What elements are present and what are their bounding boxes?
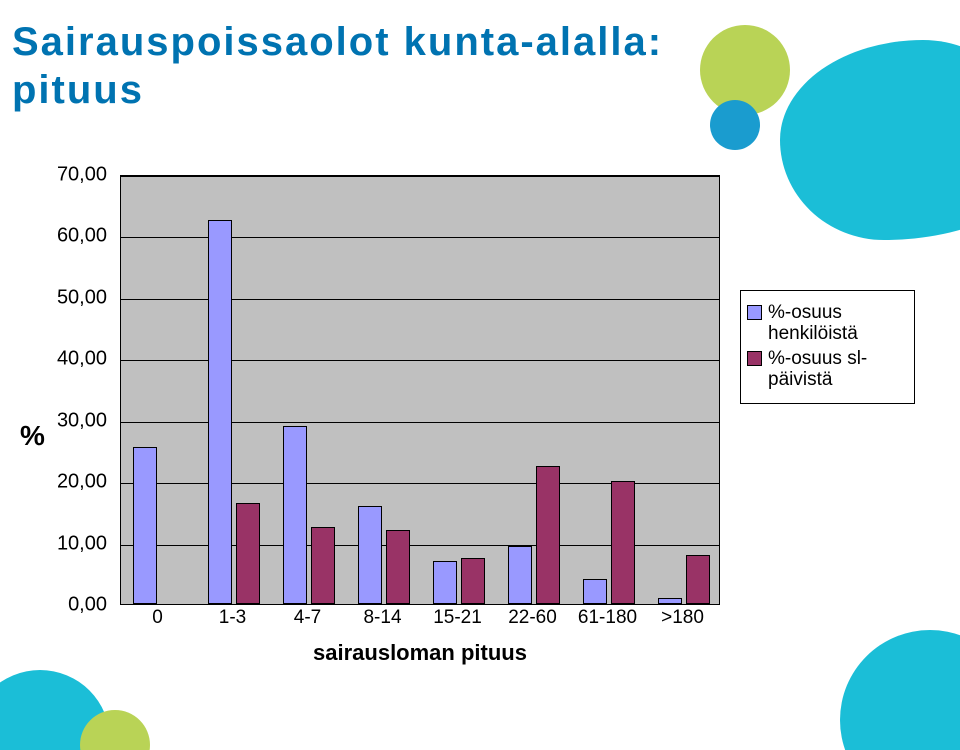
page: Sairauspoissaolot kunta-alalla: pituus %… bbox=[0, 0, 960, 750]
bar bbox=[508, 546, 532, 604]
y-tick-label: 40,00 bbox=[57, 348, 107, 371]
x-tick-label: 4-7 bbox=[294, 607, 321, 629]
legend-label: %-osuus sl-päivistä bbox=[768, 349, 908, 391]
bar bbox=[386, 530, 410, 604]
bar bbox=[658, 598, 682, 604]
decor-circle-bottom-left-green bbox=[80, 710, 150, 750]
page-title-line1: Sairauspoissaolot kunta-alalla: bbox=[12, 20, 663, 64]
bar bbox=[283, 426, 307, 604]
bar bbox=[358, 506, 382, 604]
x-tick-label: 61-180 bbox=[578, 607, 637, 629]
x-tick-label: 22-60 bbox=[508, 607, 557, 629]
bar bbox=[611, 481, 635, 604]
y-tick-label: 30,00 bbox=[57, 409, 107, 432]
x-tick-label: 1-3 bbox=[219, 607, 246, 629]
x-axis-ticks: 0 1-3 4-7 8-14 15-21 22-60 61-180 >180 bbox=[120, 607, 720, 637]
x-tick-label: 0 bbox=[152, 607, 163, 629]
page-title-line2: pituus bbox=[12, 68, 144, 112]
legend-item: %-osuus henkilöistä bbox=[747, 303, 908, 345]
page-title: Sairauspoissaolot kunta-alalla: pituus bbox=[12, 18, 663, 114]
y-tick-label: 60,00 bbox=[57, 225, 107, 248]
bar bbox=[208, 220, 232, 604]
x-tick-label: >180 bbox=[661, 607, 704, 629]
decor-circle-bottom-left bbox=[0, 670, 110, 750]
legend: %-osuus henkilöistä%-osuus sl-päivistä bbox=[740, 290, 915, 404]
legend-swatch bbox=[747, 351, 762, 366]
decor-circle-blue-small bbox=[710, 100, 760, 150]
bar bbox=[686, 555, 710, 604]
chart: % 0,0010,0020,0030,0040,0050,0060,0070,0… bbox=[20, 175, 940, 675]
decor-circle-green bbox=[700, 25, 790, 115]
bar bbox=[583, 579, 607, 604]
x-axis-label: sairausloman pituus bbox=[120, 640, 720, 666]
bar bbox=[536, 466, 560, 604]
y-tick-label: 0,00 bbox=[68, 594, 107, 617]
legend-swatch bbox=[747, 305, 762, 320]
bar bbox=[133, 447, 157, 604]
bar bbox=[311, 527, 335, 604]
y-axis-label: % bbox=[20, 420, 45, 452]
grid-line bbox=[121, 176, 719, 177]
legend-label: %-osuus henkilöistä bbox=[768, 303, 908, 345]
bar bbox=[461, 558, 485, 604]
x-tick-label: 8-14 bbox=[363, 607, 401, 629]
plot-area bbox=[120, 175, 720, 605]
legend-item: %-osuus sl-päivistä bbox=[747, 349, 908, 391]
y-tick-label: 70,00 bbox=[57, 164, 107, 187]
x-tick-label: 15-21 bbox=[433, 607, 482, 629]
y-tick-label: 10,00 bbox=[57, 532, 107, 555]
y-tick-label: 50,00 bbox=[57, 286, 107, 309]
bar bbox=[236, 503, 260, 604]
bar bbox=[433, 561, 457, 604]
y-tick-label: 20,00 bbox=[57, 471, 107, 494]
y-axis-ticks: 0,0010,0020,0030,0040,0050,0060,0070,00 bbox=[48, 175, 113, 605]
